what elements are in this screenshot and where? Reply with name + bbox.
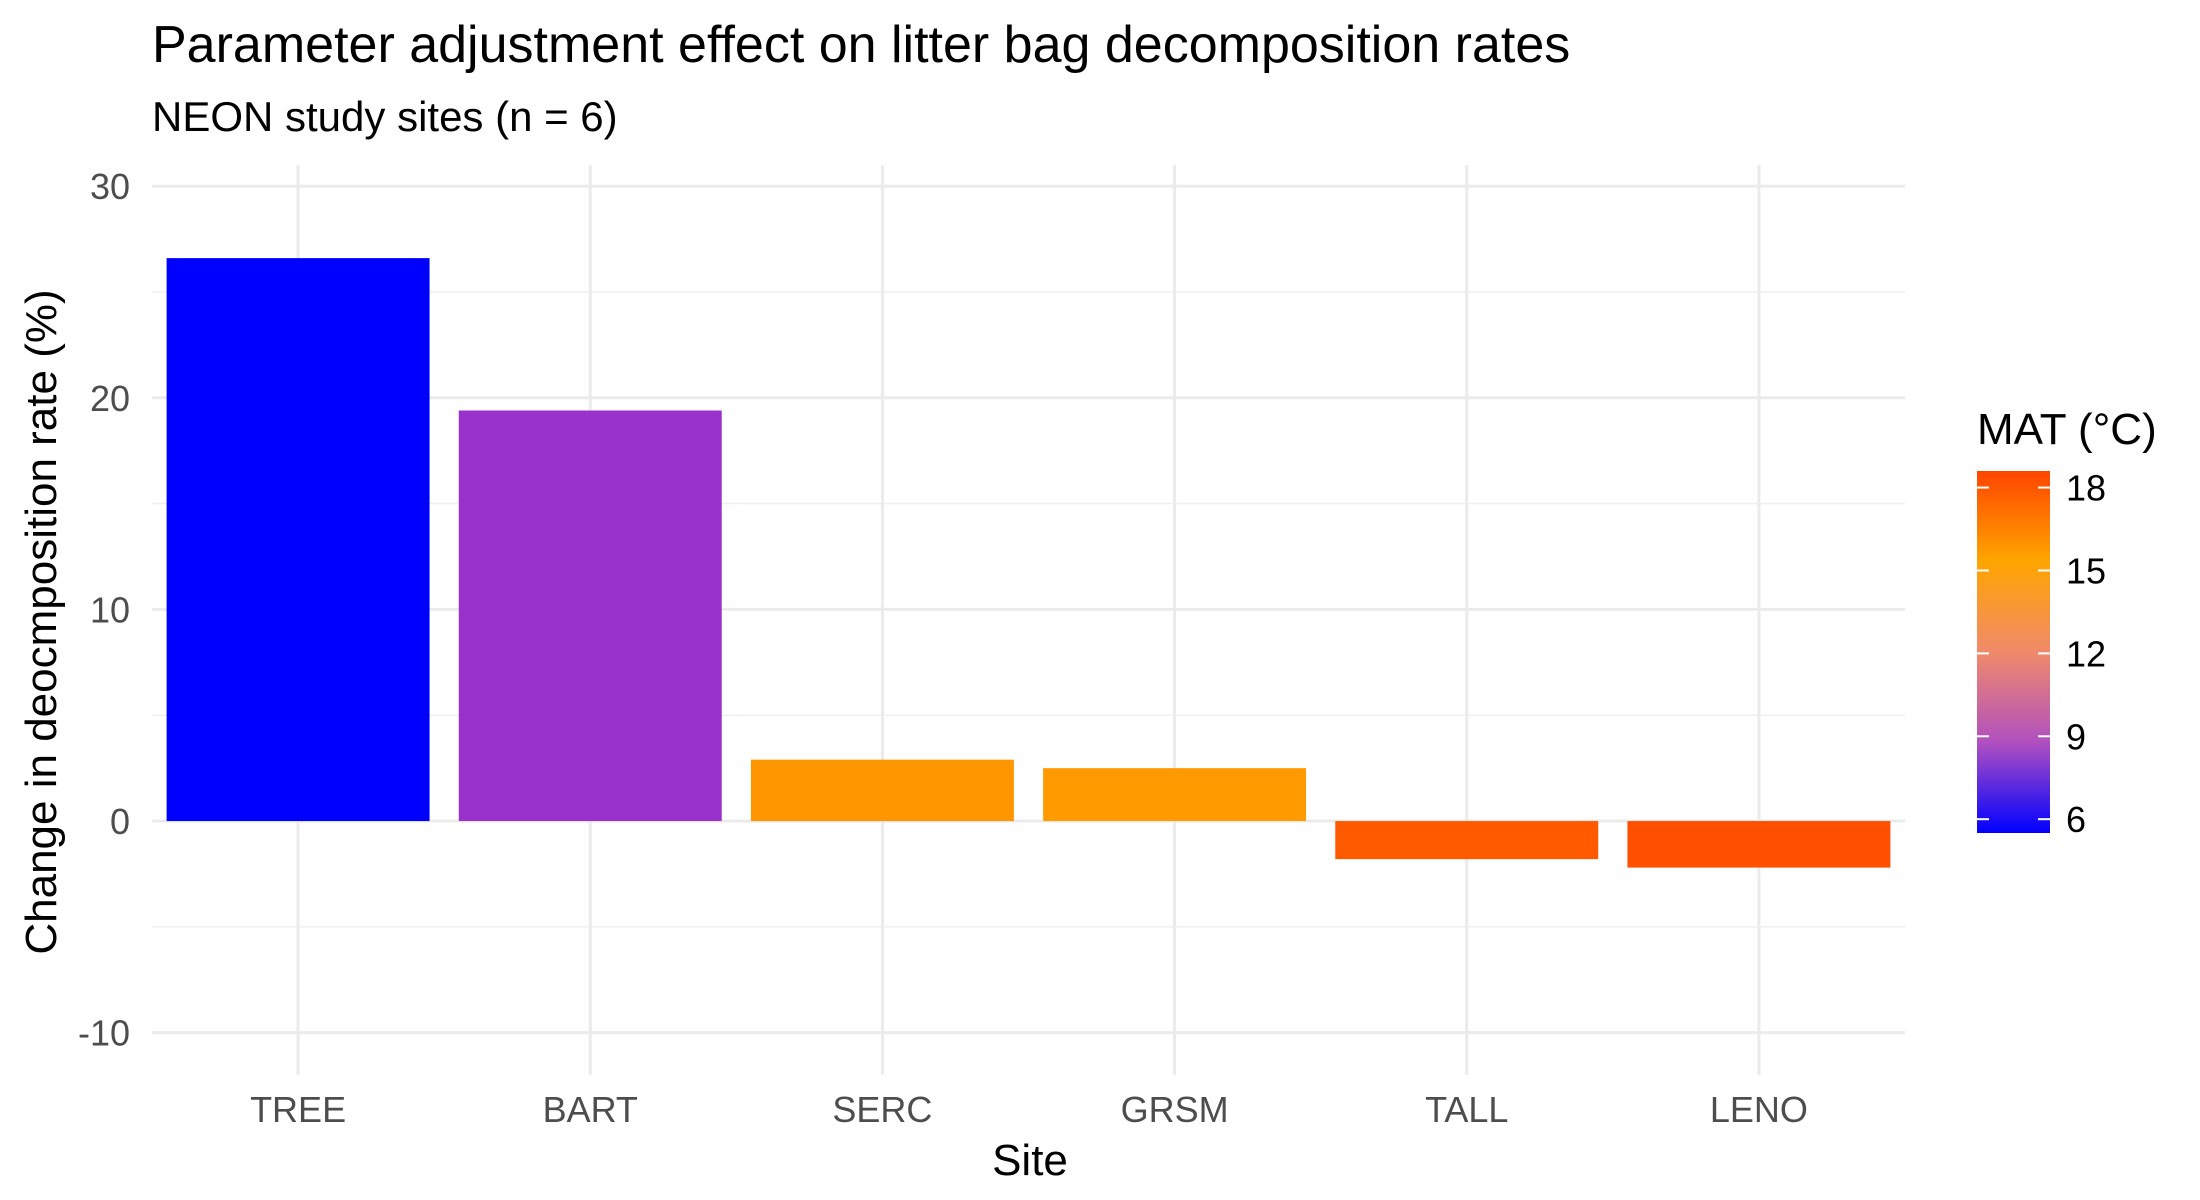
- legend-title: MAT (°C): [1977, 405, 2157, 454]
- legend-tick-label: 15: [2066, 550, 2106, 591]
- x-tick-labels: TREE BART SERC GRSM TALL LENO: [250, 1089, 1808, 1130]
- chart-subtitle: NEON study sites (n = 6): [152, 93, 618, 140]
- legend-tick-label: 12: [2066, 633, 2106, 674]
- y-tick-label: 10: [90, 589, 130, 630]
- legend-tick-label: 18: [2066, 468, 2106, 509]
- chart-title: Parameter adjustment effect on litter ba…: [152, 16, 1570, 74]
- y-tick-label: 0: [110, 801, 130, 842]
- bar-grsm: [1043, 768, 1307, 822]
- bars: [166, 258, 1891, 868]
- x-tick-label: GRSM: [1121, 1089, 1229, 1130]
- legend-colorbar: [1977, 471, 2050, 833]
- legend-tick-label: 9: [2066, 716, 2086, 757]
- legend-ticks: 6 9 12 15 18: [1977, 468, 2106, 840]
- legend-tick-label: 6: [2066, 799, 2086, 840]
- y-tick-label: -10: [78, 1013, 130, 1054]
- x-tick-label: TREE: [250, 1089, 346, 1130]
- x-tick-label: LENO: [1710, 1089, 1808, 1130]
- y-tick-label: 20: [90, 378, 130, 419]
- bar-leno: [1627, 821, 1891, 868]
- legend: MAT (°C) 6 9 12 15 18: [1977, 405, 2157, 840]
- bar-serc: [750, 759, 1014, 822]
- y-tick-label: 30: [90, 166, 130, 207]
- grid-lines: [152, 165, 1905, 1075]
- bar-bart: [458, 410, 722, 822]
- y-tick-labels: -10 0 10 20 30: [78, 166, 130, 1054]
- x-tick-label: TALL: [1425, 1089, 1508, 1130]
- bar-tall: [1335, 821, 1599, 860]
- bar-tree: [166, 258, 430, 822]
- y-axis-title: Change in deocmposition rate (%): [17, 289, 66, 954]
- x-tick-label: SERC: [832, 1089, 932, 1130]
- x-axis-title: Site: [992, 1136, 1068, 1185]
- x-tick-label: BART: [543, 1089, 638, 1130]
